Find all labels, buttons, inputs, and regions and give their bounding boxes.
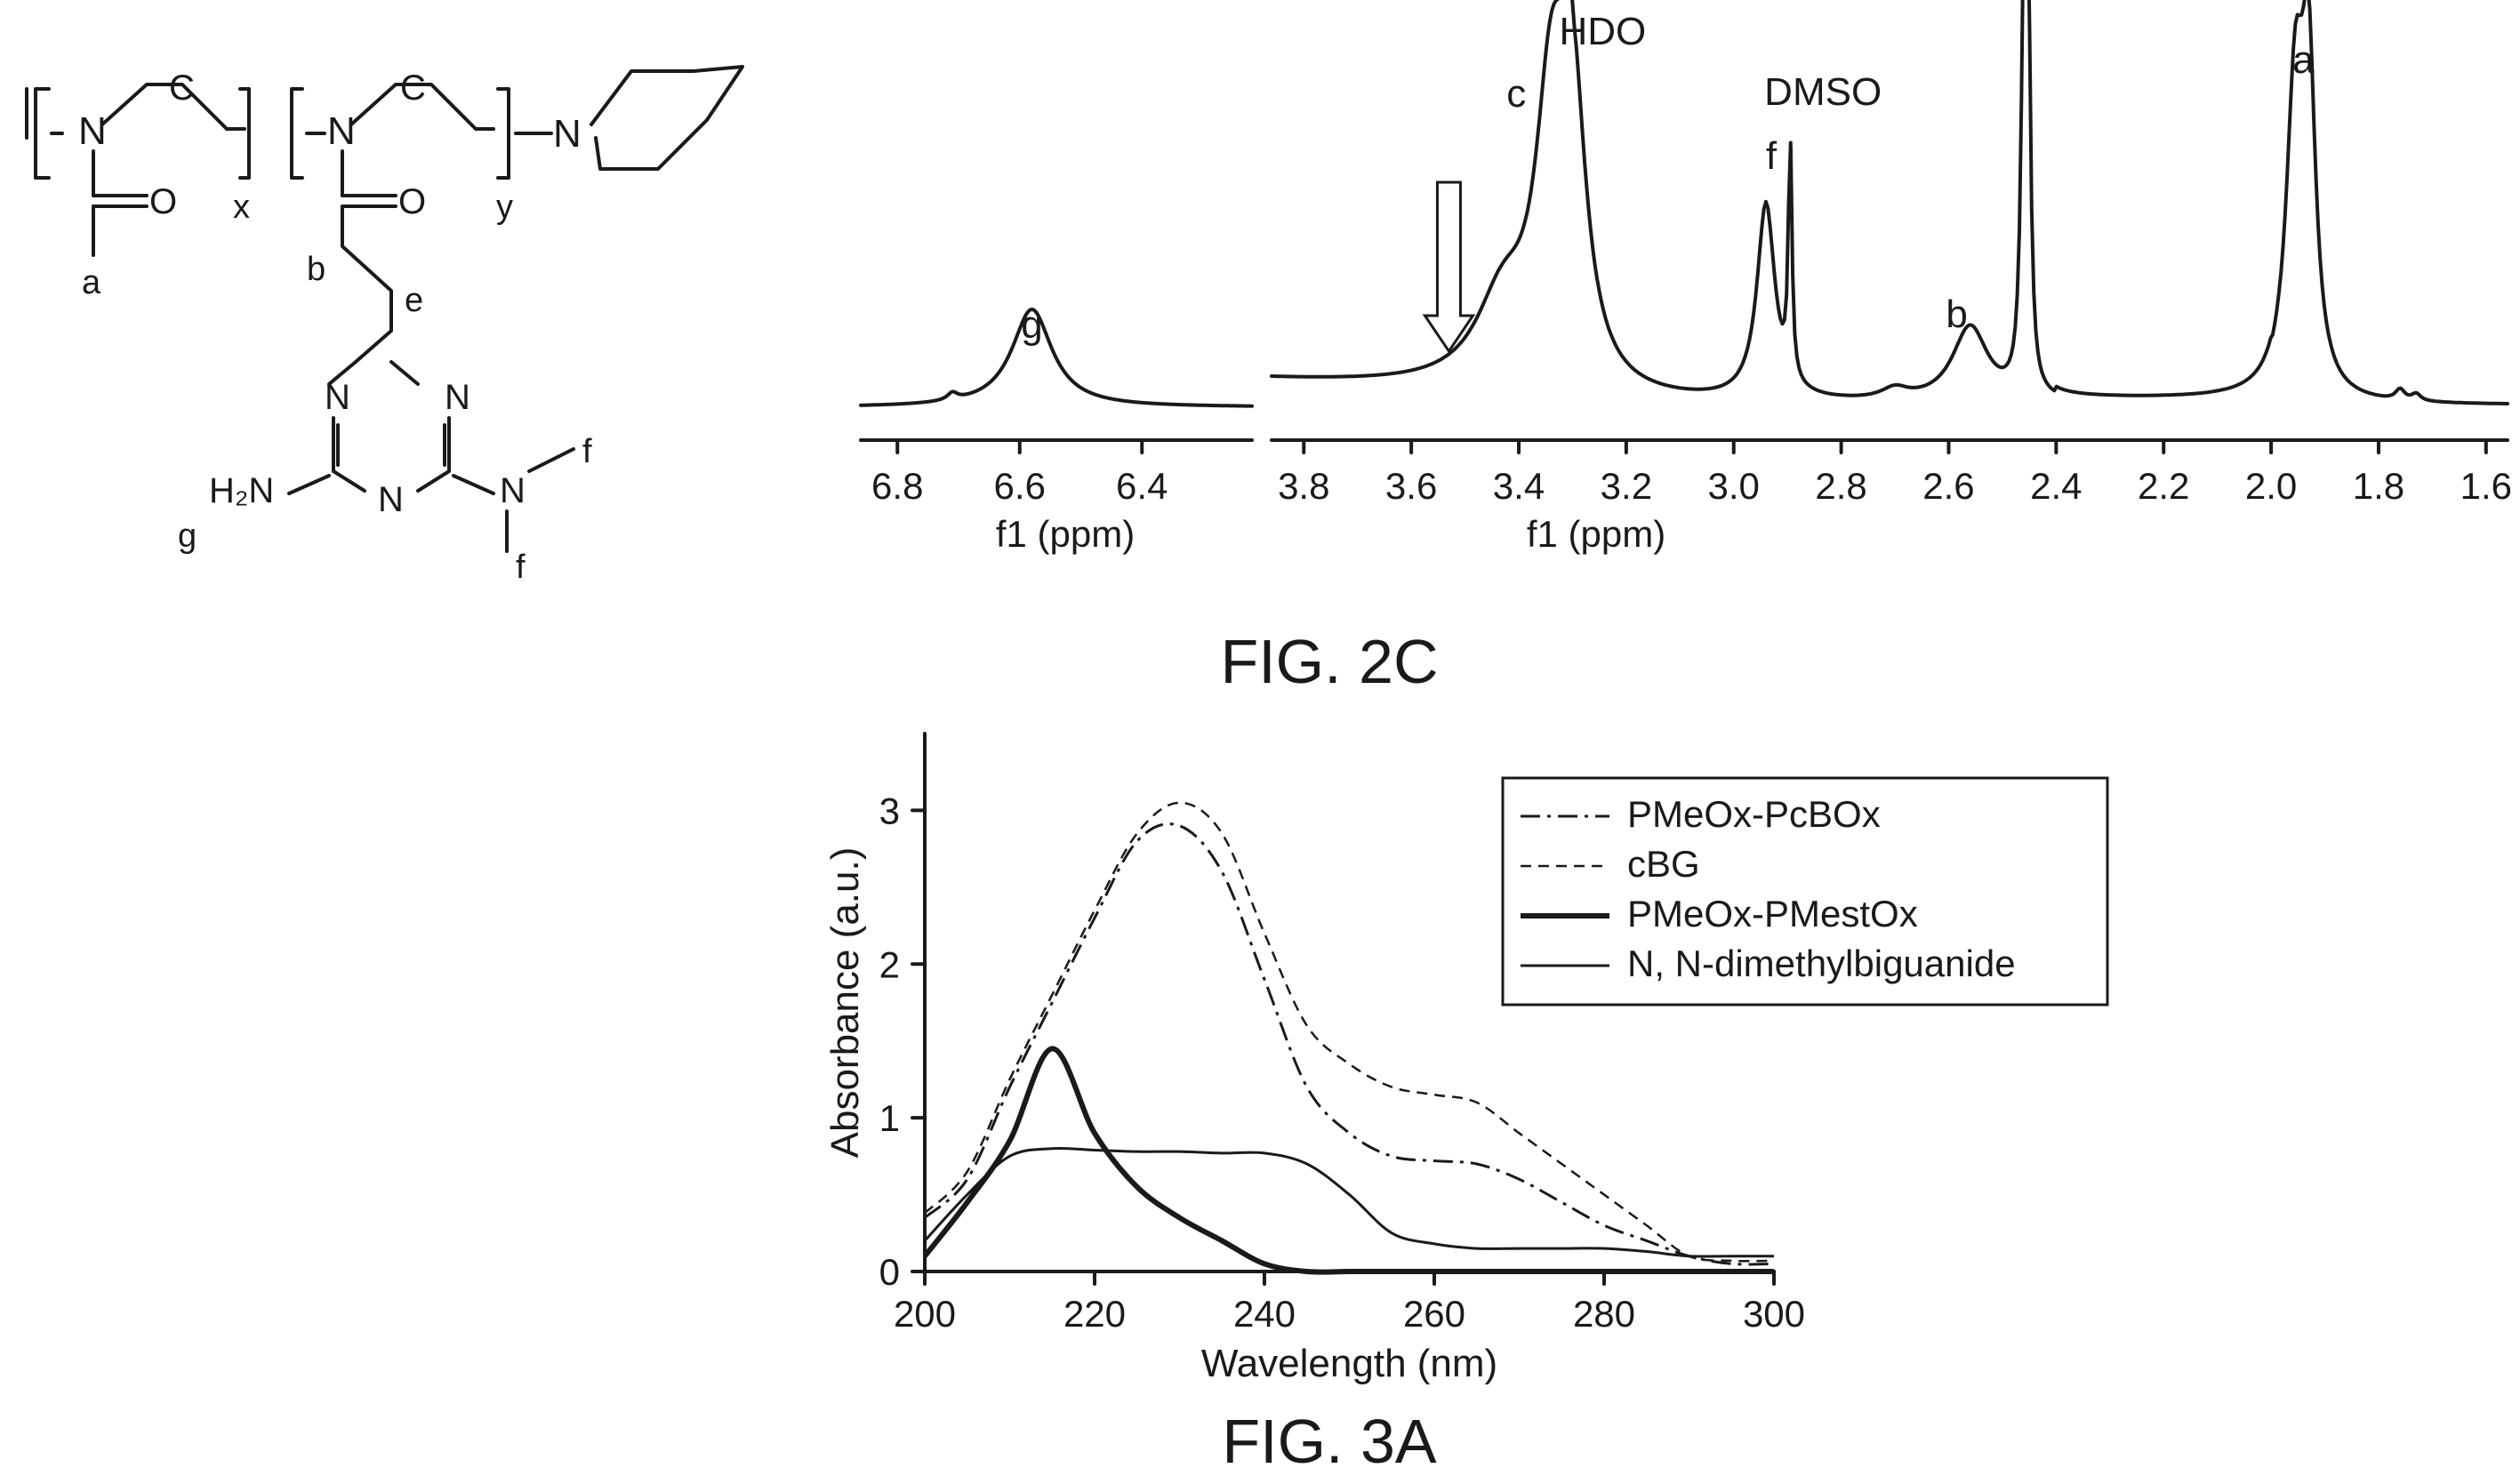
uv-y-tick-label: 2	[879, 943, 900, 985]
uv-vis-chart: 200 220 240 260 280 300 0 1 2 3 Wavelength (nm) A…	[823, 732, 2109, 1476]
nmr-peak-label: b	[1946, 293, 1967, 336]
bond-carbonyl-1	[92, 194, 148, 208]
legend-label-2: PMeOx-PMestOx	[1627, 893, 1918, 935]
nmr-peak-label: HDO	[1560, 10, 1647, 53]
nmr-tick-label: 1.6	[2460, 465, 2512, 507]
nmr-tick-label: 2.8	[1815, 465, 1866, 507]
label-triazine-n-left: N	[325, 378, 350, 417]
series-line-1	[924, 801, 1775, 1263]
label-g: g	[178, 517, 197, 555]
label-n1: N	[78, 109, 107, 153]
nmr-spectrum: 6.8 6.6 6.4 f1 (ppm) g 3.8 3.6 3.4 3.2 3.0 2.8 2…	[859, 0, 2512, 696]
bracket-x-close	[238, 87, 251, 180]
bracket-y-open	[290, 87, 304, 180]
label-f-lower: f	[516, 549, 526, 586]
label-n3: N	[553, 112, 582, 156]
uv-x-tick-label: 260	[1403, 1293, 1465, 1335]
uv-x-tick-label: 300	[1743, 1293, 1805, 1335]
nmr-tick-label: 3.8	[1278, 465, 1329, 507]
legend-label-0: PMeOx-PcBOx	[1627, 793, 1881, 835]
fig2c-caption: FIG. 2C	[1220, 627, 1438, 696]
series-line-3	[923, 1146, 1774, 1258]
nmr-tick-label: 2.0	[2245, 465, 2297, 507]
nmr-tick-label: 3.6	[1385, 465, 1437, 507]
label-n-dimethyl: N	[500, 471, 526, 510]
nmr-xlabel-left: f1 (ppm)	[996, 513, 1135, 555]
label-n2: N	[327, 109, 356, 153]
nmr-peak-label: c	[1506, 72, 1526, 116]
uv-y-tick-label: 1	[879, 1097, 900, 1139]
uv-y-tick-label: 3	[879, 790, 900, 831]
label-y: y	[496, 189, 513, 226]
bond-carbonyl-2	[341, 194, 397, 208]
uv-x-tick-label: 200	[894, 1293, 956, 1335]
nmr-tick-label: 3.2	[1601, 465, 1652, 507]
nmr-panel-right: 3.8 3.6 3.4 3.2 3.0 2.8 2.6 2.4 2.2 2.0 1.8 1.6 f1 …	[1270, 0, 2512, 555]
uv-x-tick-label: 240	[1233, 1293, 1296, 1335]
label-triazine-n-bottom: N	[378, 480, 404, 519]
nmr-tick-label: 3.4	[1493, 465, 1545, 507]
label-f-upper: f	[582, 433, 592, 470]
nmr-peak-label: f	[1766, 134, 1778, 178]
uv-axes: 200 220 240 260 280 300 0 1 2 3	[879, 732, 1805, 1335]
uv-legend: PMeOx-PcBOx cBG PMeOx-PMestOx N, N-dimethyl…	[1501, 776, 2109, 1007]
series-line-0	[923, 822, 1775, 1266]
nmr-ticks-right: 3.8 3.6 3.4 3.2 3.0 2.8 2.6 2.4 2.2 2.0 1.8 1.6	[1278, 438, 2512, 507]
triazine-double-bonds	[336, 423, 446, 467]
triazine-ring	[332, 416, 451, 493]
label-o2: O	[398, 182, 426, 221]
label-a: a	[82, 264, 101, 301]
nmr-panel-left: 6.8 6.6 6.4 f1 (ppm) g	[859, 303, 1254, 555]
label-c2: C	[400, 68, 426, 108]
fig3a-caption: FIG. 3A	[1222, 1407, 1436, 1476]
nmr-peak-labels-left: g	[1021, 303, 1042, 347]
label-o1: O	[149, 182, 177, 221]
series-line-2	[922, 1046, 1774, 1275]
nmr-tick-label: 6.6	[994, 465, 1046, 507]
nmr-tick-label: 3.0	[1708, 465, 1760, 507]
legend-label-3: N, N-dimethylbiguanide	[1627, 943, 2016, 984]
label-triazine-n-right: N	[445, 378, 470, 417]
hollow-down-arrow	[1422, 180, 1476, 354]
label-x: x	[233, 189, 250, 226]
nmr-peak-label: a	[2292, 38, 2315, 82]
nmr-peak-label: DMSO	[1764, 70, 1882, 114]
legend-label-1: cBG	[1627, 843, 1700, 885]
nmr-ticks-left: 6.8 6.6 6.4	[871, 438, 1168, 507]
legend-items: PMeOx-PcBOx cBG PMeOx-PMestOx N, N-dimethyl…	[1521, 793, 2016, 984]
nmr-tick-label: 2.4	[2030, 465, 2082, 507]
piperidine-ring	[590, 65, 744, 171]
nmr-peak-label: g	[1021, 303, 1042, 347]
nmr-tick-label: 2.6	[1922, 465, 1974, 507]
uv-x-tick-label: 220	[1063, 1293, 1126, 1335]
label-amine: H₂N	[209, 471, 274, 510]
bond-triazine-top	[327, 360, 420, 386]
uv-x-tick-label: 280	[1573, 1293, 1635, 1335]
uv-xlabel: Wavelength (nm)	[1201, 1342, 1497, 1385]
bond-dimethyl	[505, 447, 575, 553]
bracket-x-open	[34, 87, 51, 180]
nmr-tick-label: 1.8	[2353, 465, 2404, 507]
nmr-xlabel-right: f1 (ppm)	[1527, 513, 1665, 555]
bond-substituents	[287, 474, 495, 495]
label-b: b	[307, 251, 325, 288]
bracket-y-close	[496, 87, 510, 180]
label-c1: C	[169, 68, 195, 108]
nmr-peak-labels-right: c HDO DMSO f b a	[1506, 10, 2315, 336]
nmr-trace-right	[1270, 0, 2509, 405]
nmr-tick-label: 2.2	[2138, 465, 2189, 507]
uv-y-tick-label: 0	[879, 1251, 900, 1293]
nmr-trace-left	[859, 308, 1254, 408]
nmr-tick-label: 6.4	[1116, 465, 1168, 507]
uv-ylabel: Absorbance (a.u.)	[823, 847, 867, 1159]
bond-ethylene-1	[100, 83, 229, 131]
bond-ethylene-2	[349, 83, 478, 131]
label-e: e	[405, 282, 423, 319]
bond-side-chain	[341, 205, 393, 364]
nmr-tick-label: 6.8	[871, 465, 923, 507]
polymer-structure: N C O x a N C O y b e N N N N H₂N N f	[25, 65, 744, 586]
